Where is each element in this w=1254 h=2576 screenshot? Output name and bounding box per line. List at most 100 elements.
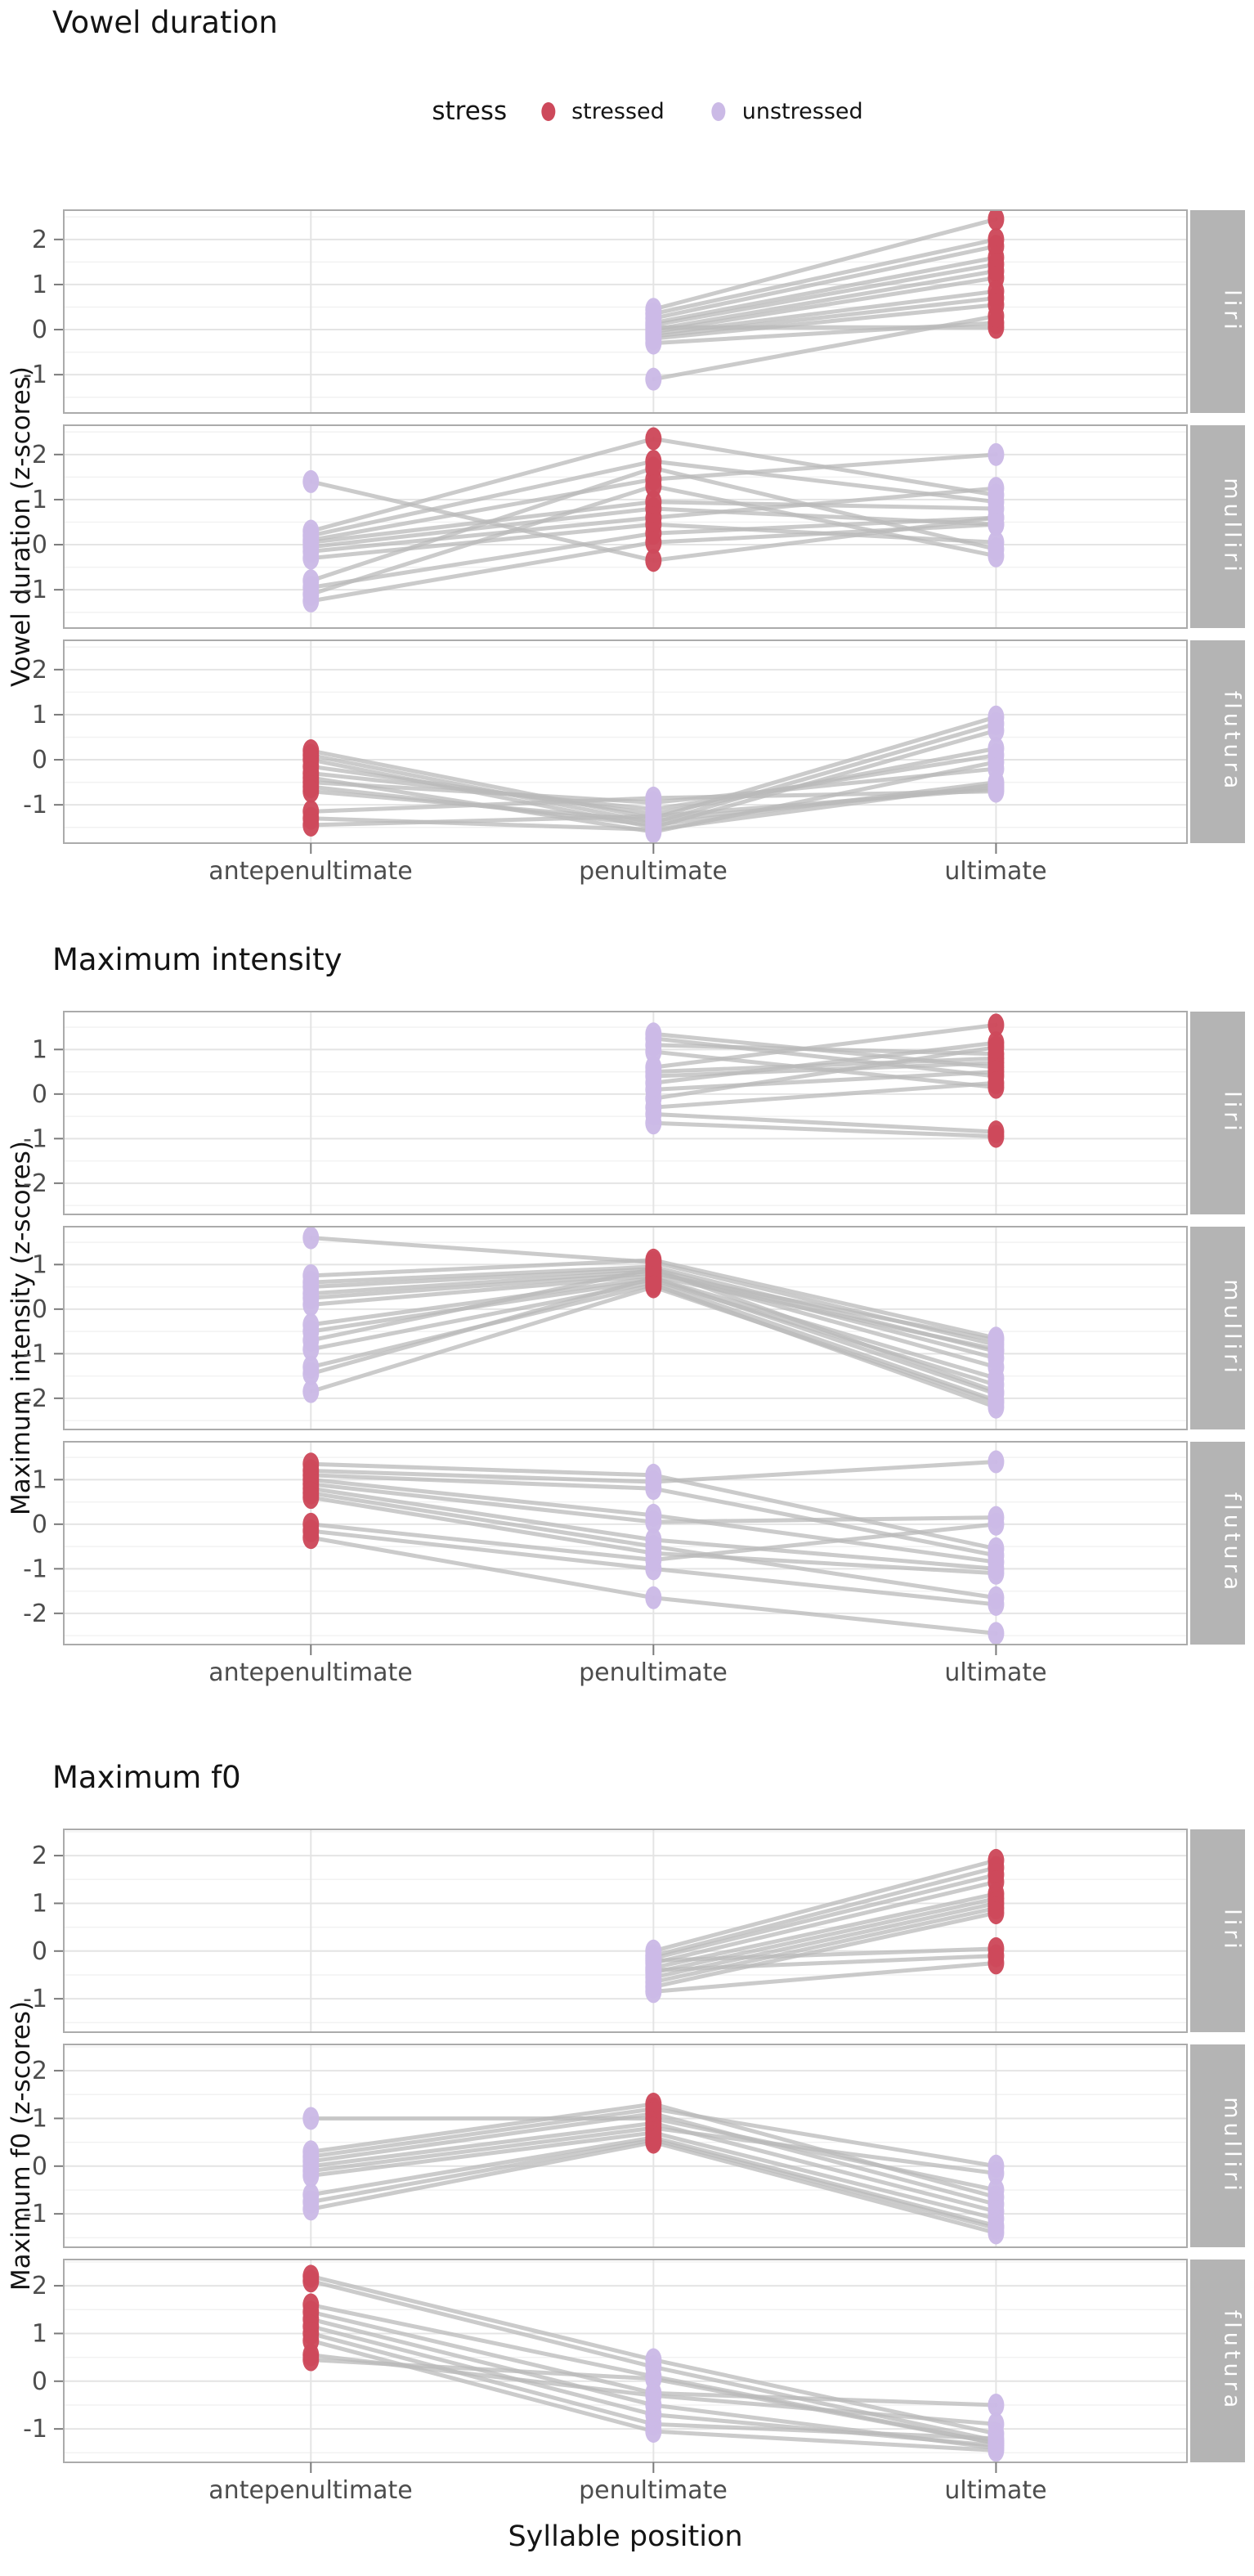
x-tick-ultimate: ultimate — [944, 1658, 1047, 1687]
data-point-unstressed — [988, 477, 1005, 500]
data-point-stressed — [645, 474, 662, 498]
series-line — [651, 1946, 998, 1963]
facet-panel-mulliri: 2 1 0 -1 mulliri — [23, 424, 1245, 629]
series-line — [651, 237, 998, 316]
panel-border — [63, 1441, 1188, 1645]
facet-panel-flutura: 2 1 0 -1 flutura — [23, 2259, 1245, 2473]
data-point-unstressed — [302, 589, 320, 613]
y-tick-label: 1 — [32, 1889, 47, 1918]
y-tick-label: 1 — [32, 701, 47, 729]
data-point-unstressed — [645, 804, 662, 828]
data-point-stressed — [988, 1901, 1005, 1925]
data-point-unstressed — [988, 2412, 1005, 2436]
facet-strip — [1190, 210, 1245, 413]
facet-panel-mulliri: 1 0 -1 -2 mulliri — [23, 1226, 1245, 1430]
data-point-stressed — [302, 1526, 320, 1550]
data-point-stressed — [302, 2348, 320, 2372]
data-point-unstressed — [645, 331, 662, 355]
facet-strip-label: mulliri — [1220, 1279, 1245, 1377]
x-tick-penultimate: penultimate — [579, 1658, 728, 1687]
x-tick-ultimate: ultimate — [944, 2476, 1047, 2505]
x-tick-penultimate: penultimate — [579, 857, 728, 886]
facet-panel-liri: 1 0 -1 -2 liri — [23, 1011, 1245, 1215]
series-line — [651, 1954, 998, 1972]
y-tick-label: 0 — [32, 316, 47, 344]
x-tick-antepenultimate: antepenultimate — [208, 2476, 413, 2505]
panel-border — [63, 1829, 1188, 2033]
facet-panel-mulliri: 2 1 0 -1 mulliri — [23, 2044, 1245, 2248]
data-point-stressed — [302, 813, 320, 837]
series-line — [651, 217, 998, 312]
series-line — [651, 1070, 998, 1092]
data-point-unstressed — [988, 1391, 1005, 1415]
y-tick-label: -2 — [23, 1169, 47, 1198]
figure-maximum-intensity: Maximum intensity Maximum intensity (z-s… — [0, 924, 1254, 1742]
facet-panel-flutura: 2 1 0 -1 flutura — [23, 640, 1245, 854]
data-point-unstressed — [645, 367, 662, 391]
panel-border — [63, 2259, 1188, 2463]
facet-strip — [1190, 2260, 1245, 2462]
data-point-unstressed — [988, 719, 1005, 743]
facet-strip — [1190, 425, 1245, 628]
data-point-stressed — [988, 1124, 1005, 1148]
data-point-unstressed — [645, 1510, 662, 1534]
data-point-stressed — [302, 779, 320, 803]
facet-strip — [1190, 1442, 1245, 1645]
series-line — [651, 1910, 998, 1990]
data-point-stressed — [645, 549, 662, 572]
series-line — [651, 314, 998, 382]
data-point-unstressed — [988, 2221, 1005, 2245]
series-line — [651, 295, 998, 339]
series-line — [651, 1858, 998, 1954]
data-point-unstressed — [645, 1557, 662, 1581]
y-tick-label: 1 — [32, 2104, 47, 2133]
data-point-unstressed — [302, 2164, 320, 2188]
y-tick-label: -2 — [23, 1384, 47, 1413]
data-point-stressed — [988, 209, 1005, 231]
y-tick-label: 1 — [32, 271, 47, 299]
y-tick-label: -1 — [23, 1124, 47, 1153]
facet-panel-liri: 2 1 0 -1 liri — [23, 209, 1245, 414]
facet-panels: 1 0 -1 -2 liri 1 0 -1 -2 mulliri 1 0 -1 -2 flutura — [0, 1011, 1254, 1657]
facet-strip — [1190, 640, 1245, 843]
data-point-stressed — [645, 2130, 662, 2154]
data-point-unstressed — [988, 2431, 1005, 2455]
facet-strip-label: mulliri — [1220, 2097, 1245, 2195]
y-tick-label: -1 — [23, 1985, 47, 2013]
facet-panel-liri: 2 1 0 -1 liri — [23, 1829, 1245, 2033]
y-tick-label: 0 — [32, 1937, 47, 1966]
facet-strip-label: mulliri — [1220, 478, 1245, 576]
legend-title: stress — [432, 96, 508, 126]
legend-item-stressed: stressed — [541, 99, 665, 124]
y-tick-label: 0 — [32, 746, 47, 774]
series-line — [651, 262, 998, 328]
panel-border — [63, 2044, 1188, 2248]
data-point-unstressed — [302, 1380, 320, 1403]
series-line — [651, 1960, 998, 1994]
facet-strip-label: flutura — [1220, 1492, 1245, 1594]
x-axis-tick-labels: antepenultimate penultimate ultimate — [0, 2476, 1254, 2512]
data-point-unstressed — [645, 1586, 662, 1609]
data-point-unstressed — [645, 1980, 662, 2004]
x-tick-antepenultimate: antepenultimate — [208, 1658, 413, 1687]
panel-border — [63, 1226, 1188, 1430]
y-tick-label: 1 — [32, 486, 47, 514]
data-point-unstressed — [988, 1561, 1005, 1585]
y-tick-label: 0 — [32, 1080, 47, 1109]
facet-strip-label: liri — [1220, 1091, 1245, 1135]
facet-panels: 2 1 0 -1 liri 2 1 0 -1 mulliri 2 1 0 -1 flutura — [0, 209, 1254, 855]
legend-label-stressed: stressed — [571, 98, 665, 124]
data-point-unstressed — [645, 2384, 662, 2408]
series-line — [651, 1040, 998, 1085]
facet-strip — [1190, 1012, 1245, 1214]
series-line — [651, 244, 998, 321]
data-point-unstressed — [645, 2367, 662, 2390]
series-line — [651, 1056, 998, 1075]
data-point-unstressed — [302, 2197, 320, 2221]
data-point-stressed — [645, 456, 662, 480]
series-line — [651, 1892, 998, 1970]
y-tick-label: -1 — [23, 2415, 47, 2444]
data-point-unstressed — [988, 544, 1005, 568]
series-line — [651, 1045, 998, 1101]
y-tick-label: 2 — [32, 226, 47, 254]
